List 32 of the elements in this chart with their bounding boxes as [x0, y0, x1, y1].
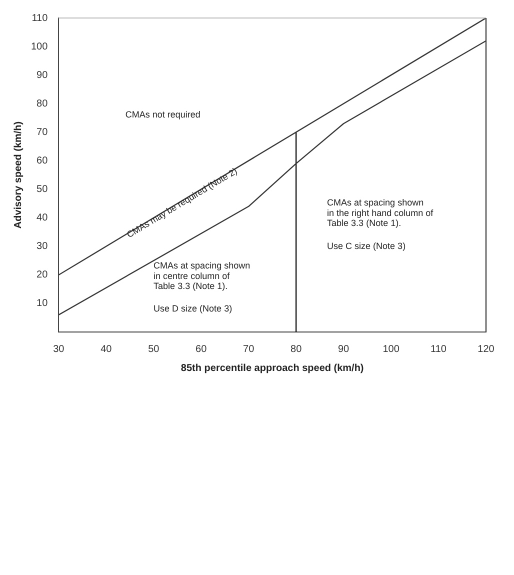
- y-axis-title: Advisory speed (km/h): [12, 121, 24, 229]
- x-axis-title: 85th percentile approach speed (km/h): [180, 362, 364, 374]
- x-tick-label: 30: [53, 344, 65, 355]
- annotation: Table 3.3 (Note 1).: [327, 218, 402, 228]
- x-tick-label: 110: [430, 344, 447, 355]
- x-tick-label: 50: [148, 344, 160, 355]
- x-tick-label: 90: [338, 344, 350, 355]
- annotation: CMAs at spacing shown: [154, 260, 250, 271]
- x-tick-label: 120: [478, 344, 495, 355]
- x-tick-label: 80: [290, 344, 302, 355]
- x-tick-label: 70: [243, 344, 255, 355]
- annotation: Table 3.3 (Note 1).: [154, 280, 228, 291]
- annotation: Use D size (Note 3): [154, 304, 232, 314]
- annotation: CMAs not required: [125, 110, 200, 120]
- annotation: Use C size (Note 3): [327, 240, 406, 251]
- x-tick-label: 40: [100, 344, 112, 355]
- y-tick-label: 60: [36, 155, 48, 166]
- y-tick-label: 90: [36, 70, 48, 81]
- y-tick-label: 10: [36, 298, 48, 310]
- annotation: in the right hand column of: [327, 208, 434, 218]
- x-tick-label: 60: [196, 344, 208, 355]
- y-tick-label: 70: [36, 126, 48, 138]
- annotation: CMAs at spacing shown: [327, 198, 424, 208]
- y-tick-label: 20: [36, 270, 48, 281]
- y-tick-label: 40: [36, 212, 48, 224]
- y-tick-label: 30: [36, 241, 48, 252]
- y-tick-label: 110: [32, 12, 48, 24]
- y-tick-label: 50: [36, 184, 48, 196]
- x-tick-label: 100: [382, 344, 400, 355]
- y-tick-label: 80: [36, 98, 48, 110]
- annotation: in centre column of: [154, 270, 230, 281]
- y-tick-label: 100: [30, 41, 48, 52]
